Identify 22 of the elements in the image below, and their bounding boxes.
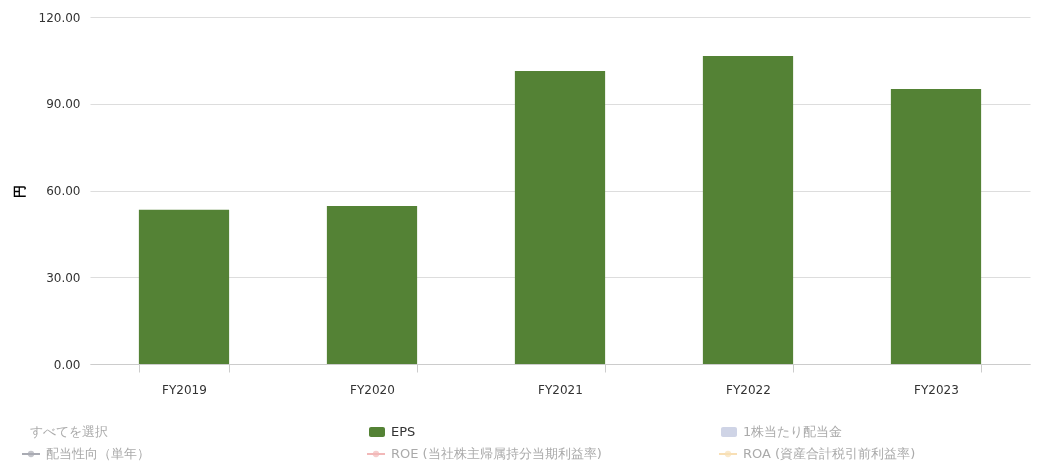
legend-label: 1株当たり配当金 <box>743 424 843 439</box>
x-tick-label: FY2019 <box>162 382 207 397</box>
legend-label: 配当性向（単年） <box>46 446 150 461</box>
bar <box>138 209 230 364</box>
y-axis-title: 円 <box>11 184 27 198</box>
bar <box>890 89 982 364</box>
bar <box>326 206 418 364</box>
bar <box>514 71 606 364</box>
legend-label: ROE (当社株主帰属持分当期利益率) <box>391 446 602 461</box>
x-tick-label: FY2023 <box>914 382 959 397</box>
y-tick-label: 60.00 <box>46 184 81 198</box>
y-tick-label: 30.00 <box>46 270 81 285</box>
y-tick-label: 90.00 <box>46 97 81 112</box>
text: すべてを選択 <box>30 424 108 439</box>
y-tick-label: 0.00 <box>53 357 81 372</box>
x-tick-label: FY2022 <box>726 382 771 397</box>
legend-label: ROA (資産合計税引前利益率) <box>743 446 916 461</box>
bar <box>702 56 794 364</box>
legend-label: EPS <box>391 424 416 439</box>
x-tick-label: FY2021 <box>538 382 583 397</box>
x-tick-label: FY2020 <box>350 382 395 397</box>
y-tick-label: 120.00 <box>38 10 81 25</box>
